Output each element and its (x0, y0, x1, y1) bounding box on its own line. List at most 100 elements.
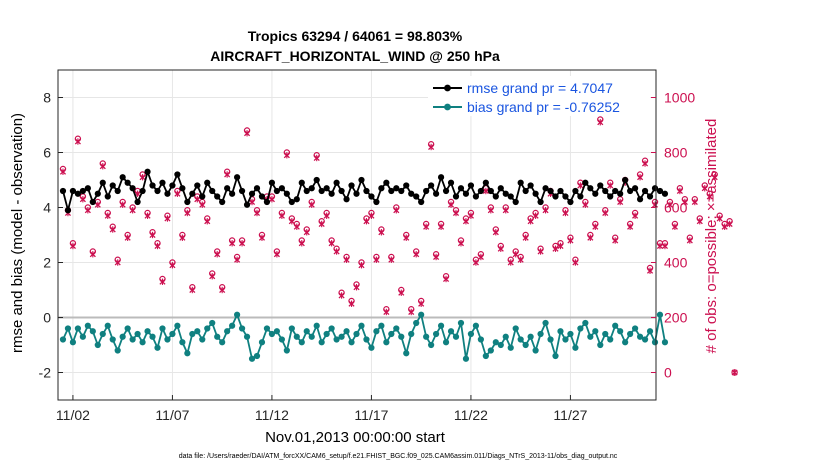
rmse-point (189, 190, 196, 197)
bias-point (229, 322, 236, 329)
obs-assimilated-point (567, 237, 574, 244)
obs-assimilated-point (557, 242, 564, 250)
bias-point (64, 325, 72, 332)
rmse-point (104, 193, 111, 200)
bias-point (84, 322, 91, 329)
y-left-tick-label-3: 4 (43, 200, 51, 216)
grid-layer (58, 70, 656, 400)
rmse-point (418, 198, 425, 206)
obs-assimilated-point (612, 237, 619, 244)
obs-assimilated-point (562, 209, 569, 217)
bias-point (587, 333, 594, 340)
rmse-point (358, 176, 365, 184)
bias-point (452, 333, 460, 340)
bias-point (368, 344, 375, 351)
rmse-point (144, 168, 151, 175)
obs-assimilated-point (139, 174, 146, 181)
bias-point (447, 328, 455, 335)
bias-point (577, 325, 584, 332)
obs-assimilated-point (243, 130, 251, 137)
bias-point (59, 336, 67, 343)
bias-point (472, 322, 480, 329)
obs-assimilated-point (383, 308, 390, 316)
obs-assimilated-point (179, 234, 186, 241)
obs-assimilated-point (273, 251, 280, 258)
obs-assimilated-point (214, 251, 221, 258)
rmse-point (622, 176, 629, 184)
rmse-point (527, 182, 534, 189)
bias-point (547, 336, 554, 343)
bias-point (423, 333, 430, 340)
obs-assimilated-point (617, 198, 624, 206)
obs-assimilated-point (502, 207, 509, 214)
bias-point (288, 325, 295, 332)
obs-assimilated-point (248, 198, 256, 206)
bias-point (532, 347, 539, 354)
bias-point (582, 319, 589, 327)
obs-assimilated-point (686, 237, 693, 244)
obs-assimilated-point (462, 218, 470, 225)
obs-assimilated-point (104, 212, 111, 219)
rmse-point (632, 185, 639, 192)
obs-assimilated-point (423, 223, 430, 230)
obs-assimilated-point (646, 267, 654, 274)
bias-point (413, 319, 420, 327)
bias-point (467, 330, 475, 338)
bias-point (303, 328, 310, 335)
y-left-tick-label-4: 6 (43, 145, 51, 161)
rmse-point (119, 174, 126, 181)
rmse-point (174, 171, 181, 178)
y-left-tick-label-1: 0 (43, 310, 51, 326)
rmse-point (522, 187, 529, 195)
rmse-series-layer (59, 168, 669, 214)
bias-point (238, 325, 246, 332)
x-tick-label-4: 11/22 (454, 407, 488, 423)
obs-assimilated-point (144, 212, 151, 219)
x-tick-label-3: 11/17 (354, 407, 388, 423)
rmse-point (587, 185, 594, 192)
bias-point (114, 347, 121, 354)
obs-assimilated-point (651, 201, 659, 208)
obs-assimilated-point (89, 251, 96, 258)
bias-point (268, 330, 276, 338)
bias-point (353, 330, 360, 338)
obs-assimilated-point (492, 229, 499, 236)
obs-assimilated-point (457, 240, 465, 247)
rmse-point (293, 196, 300, 203)
bias-point (308, 333, 315, 340)
bias-point (104, 322, 111, 329)
rmse-point (457, 185, 465, 192)
y-axis-left-ticks: -2 0 2 4 6 8 (39, 90, 63, 381)
obs-assimilated-point (537, 248, 544, 255)
obs-assimilated-point (661, 242, 669, 250)
rmse-point (338, 187, 345, 195)
rmse-point (169, 182, 176, 189)
obs-assimilated-point (373, 256, 380, 263)
bias-point (94, 341, 101, 349)
obs-assimilated-point (69, 242, 76, 250)
rmse-point (398, 187, 405, 195)
obs-assimilated-point (681, 198, 688, 206)
obs-assimilated-point (253, 209, 261, 217)
bias-point (507, 344, 514, 351)
rmse-point (263, 198, 271, 206)
rmse-point (472, 193, 480, 200)
obs-assimilated-point (632, 212, 639, 219)
rmse-point (393, 185, 400, 192)
bias-point (403, 350, 410, 357)
rmse-point (492, 193, 499, 200)
bias-point (651, 339, 659, 346)
obs-assimilated-point (602, 209, 609, 217)
obs-assimilated-point (59, 168, 67, 175)
obs-assimilated-point (393, 207, 400, 214)
obs-assimilated-point (587, 234, 594, 241)
x-tick-label-5: 11/27 (553, 407, 587, 423)
rmse-point (368, 193, 375, 200)
rmse-point (497, 185, 504, 192)
obs-assimilated-point (169, 262, 176, 269)
obs-assimilated-point (522, 234, 529, 241)
bias-point (124, 325, 131, 332)
rmse-point (413, 193, 420, 200)
rmse-point (627, 187, 634, 195)
